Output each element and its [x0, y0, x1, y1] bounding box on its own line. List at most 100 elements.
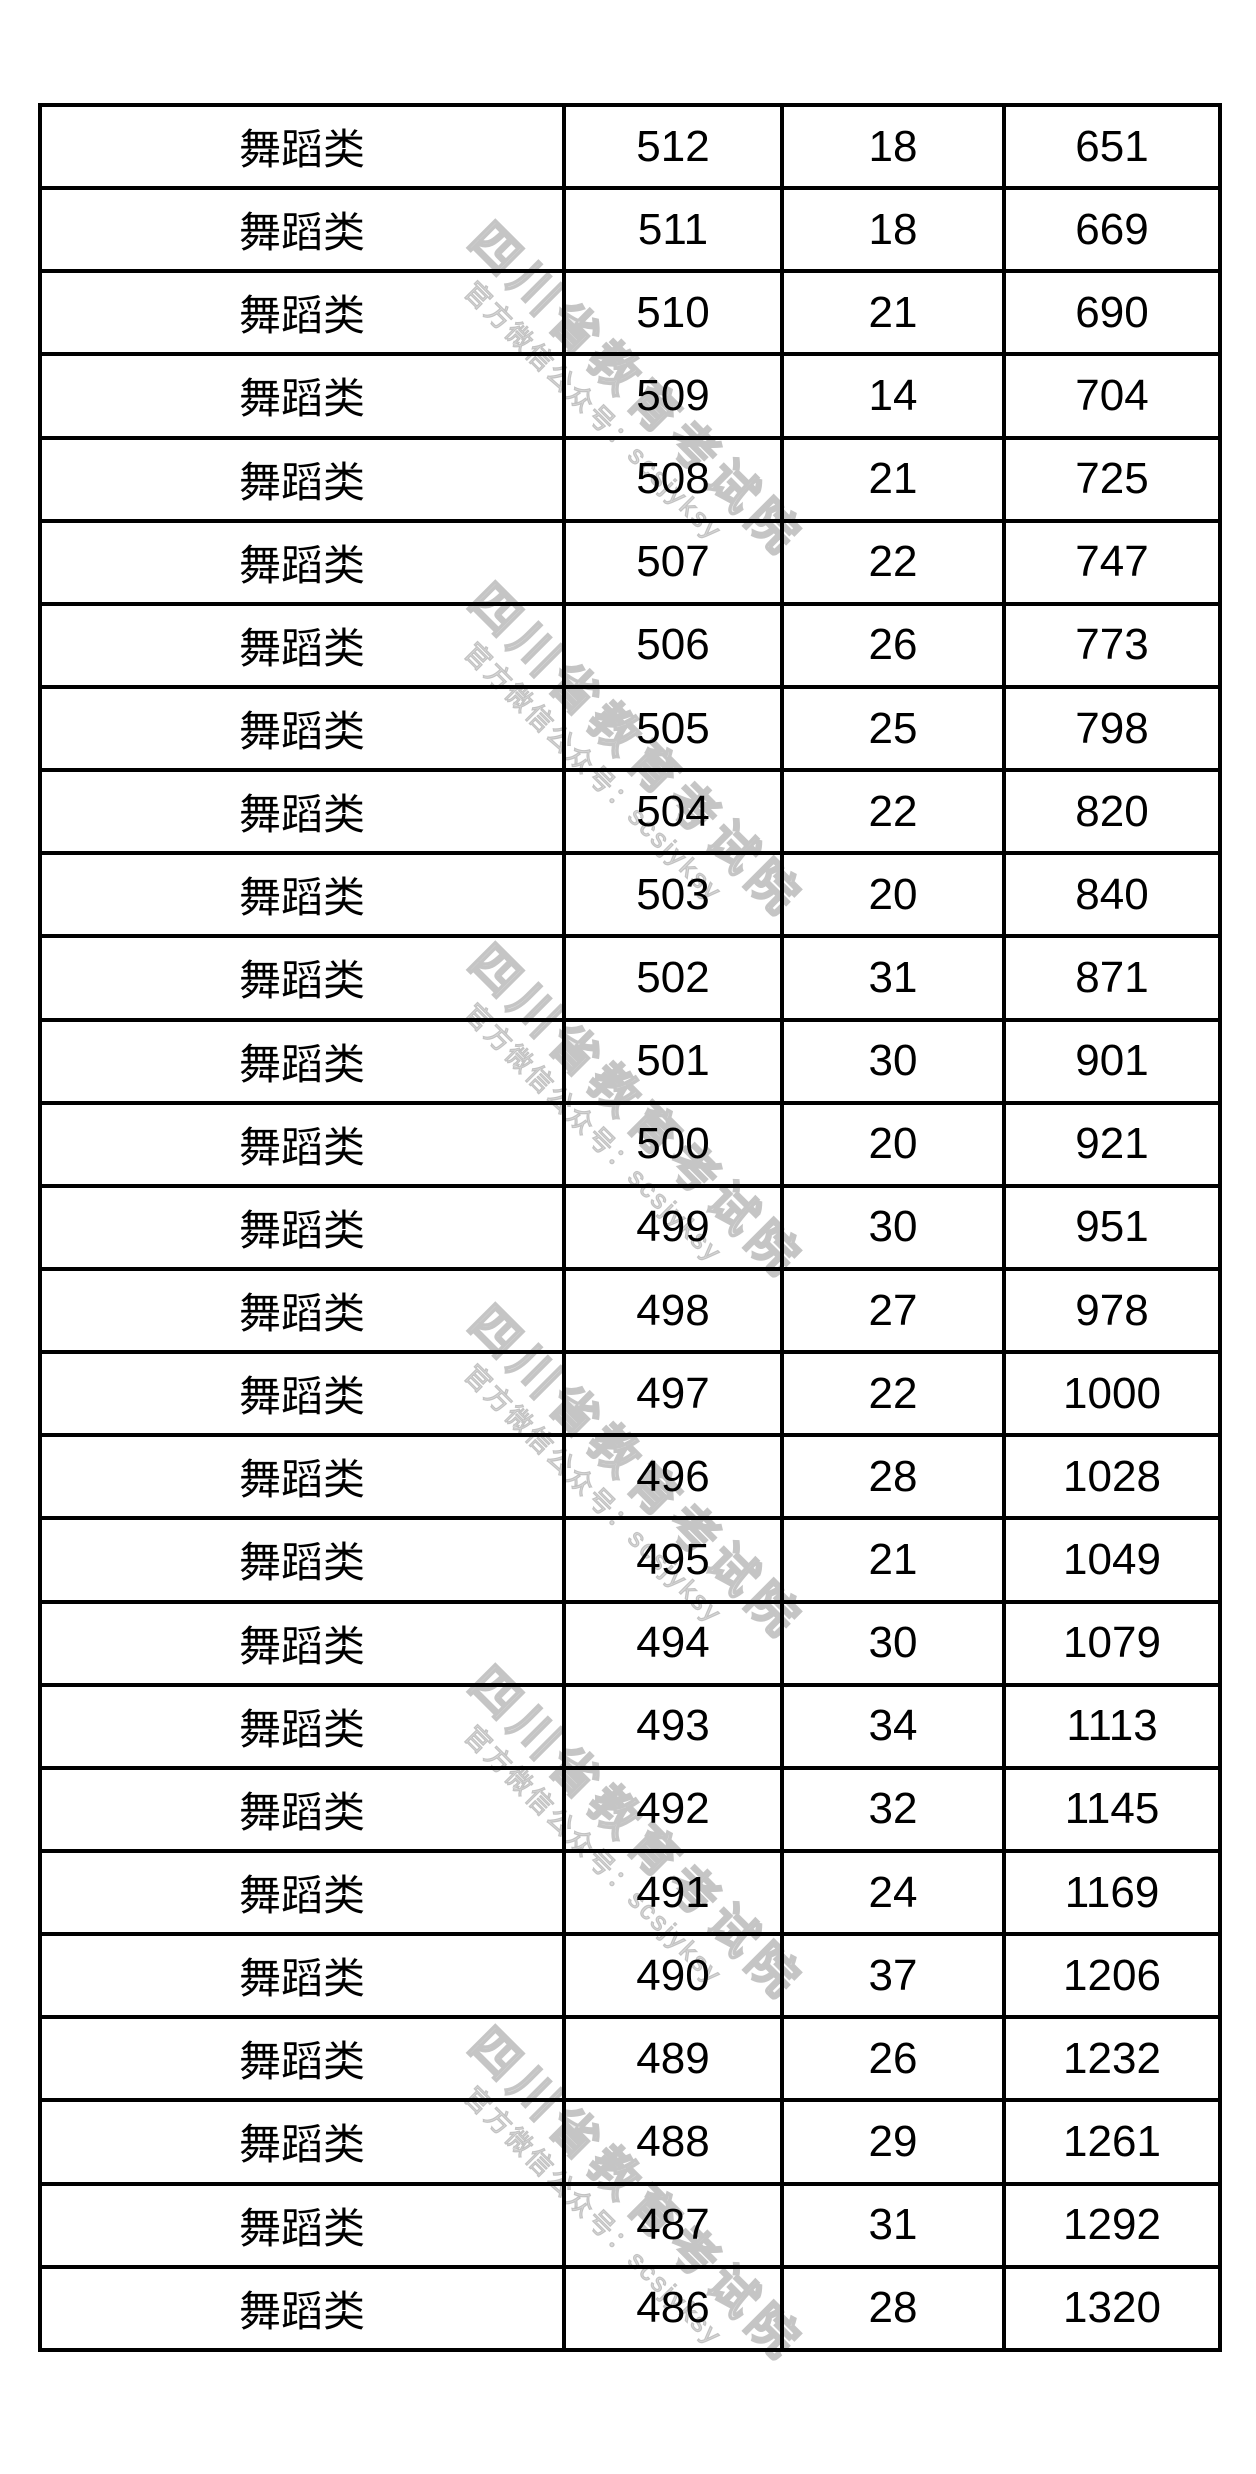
table-row: 舞蹈类 507 22 747	[38, 518, 1222, 606]
score-cell: 491	[562, 1848, 784, 1937]
cumulative-cell: 704	[1002, 352, 1222, 440]
score-cell: 510	[562, 269, 784, 357]
table-row: 舞蹈类 511 18 669	[38, 186, 1222, 274]
table-row: 舞蹈类 488 29 1261	[38, 2098, 1222, 2186]
category-cell: 舞蹈类	[38, 851, 566, 939]
category-cell: 舞蹈类	[38, 1350, 566, 1438]
cumulative-cell: 1145	[1002, 1765, 1222, 1853]
count-cell: 21	[780, 269, 1006, 357]
table-row: 舞蹈类 500 20 921	[38, 1100, 1222, 1188]
cumulative-cell: 1292	[1002, 2181, 1222, 2269]
score-cell: 499	[562, 1183, 784, 1271]
table-row: 舞蹈类 496 28 1028	[38, 1433, 1222, 1521]
category-cell: 舞蹈类	[38, 2264, 566, 2353]
category-cell: 舞蹈类	[38, 934, 566, 1022]
table-row: 舞蹈类 509 14 704	[38, 352, 1222, 440]
count-cell: 18	[780, 186, 1006, 274]
category-cell: 舞蹈类	[38, 2015, 566, 2103]
category-cell: 舞蹈类	[38, 1765, 566, 1853]
cumulative-cell: 1028	[1002, 1433, 1222, 1521]
category-cell: 舞蹈类	[38, 601, 566, 689]
count-cell: 27	[780, 1266, 1006, 1355]
score-cell: 512	[562, 102, 784, 191]
cumulative-cell: 798	[1002, 684, 1222, 773]
cumulative-cell: 747	[1002, 518, 1222, 606]
category-cell: 舞蹈类	[38, 2181, 566, 2269]
score-cell: 506	[562, 601, 784, 689]
cumulative-cell: 669	[1002, 186, 1222, 274]
score-cell: 505	[562, 684, 784, 773]
category-cell: 舞蹈类	[38, 1266, 566, 1355]
table-row: 舞蹈类 510 21 690	[38, 269, 1222, 357]
category-cell: 舞蹈类	[38, 1599, 566, 1687]
cumulative-cell: 951	[1002, 1183, 1222, 1271]
cumulative-cell: 1261	[1002, 2098, 1222, 2186]
table-row: 舞蹈类 504 22 820	[38, 768, 1222, 856]
cumulative-cell: 651	[1002, 102, 1222, 191]
table-row: 舞蹈类 497 22 1000	[38, 1350, 1222, 1438]
score-cell: 502	[562, 934, 784, 1022]
category-cell: 舞蹈类	[38, 768, 566, 856]
category-cell: 舞蹈类	[38, 1848, 566, 1937]
count-cell: 20	[780, 851, 1006, 939]
category-cell: 舞蹈类	[38, 102, 566, 191]
cumulative-cell: 820	[1002, 768, 1222, 856]
table-row: 舞蹈类 490 37 1206	[38, 1932, 1222, 2020]
table-row: 舞蹈类 487 31 1292	[38, 2181, 1222, 2269]
count-cell: 28	[780, 1433, 1006, 1521]
table-row: 舞蹈类 489 26 1232	[38, 2015, 1222, 2103]
count-cell: 30	[780, 1017, 1006, 1105]
cumulative-cell: 773	[1002, 601, 1222, 689]
category-cell: 舞蹈类	[38, 1682, 566, 1770]
category-cell: 舞蹈类	[38, 684, 566, 773]
category-cell: 舞蹈类	[38, 269, 566, 357]
count-cell: 31	[780, 2181, 1006, 2269]
category-cell: 舞蹈类	[38, 2098, 566, 2186]
score-cell: 496	[562, 1433, 784, 1521]
cumulative-cell: 1206	[1002, 1932, 1222, 2020]
count-cell: 20	[780, 1100, 1006, 1188]
cumulative-cell: 921	[1002, 1100, 1222, 1188]
count-cell: 24	[780, 1848, 1006, 1937]
score-cell: 503	[562, 851, 784, 939]
cumulative-cell: 1320	[1002, 2264, 1222, 2353]
category-cell: 舞蹈类	[38, 1932, 566, 2020]
category-cell: 舞蹈类	[38, 518, 566, 606]
count-cell: 34	[780, 1682, 1006, 1770]
count-cell: 30	[780, 1183, 1006, 1271]
count-cell: 30	[780, 1599, 1006, 1687]
table-row: 舞蹈类 508 21 725	[38, 435, 1222, 523]
score-cell: 497	[562, 1350, 784, 1438]
count-cell: 22	[780, 518, 1006, 606]
table-row: 舞蹈类 486 28 1320	[38, 2264, 1222, 2353]
table-row: 舞蹈类 506 26 773	[38, 601, 1222, 689]
table-row: 舞蹈类 505 25 798	[38, 684, 1222, 773]
table-row: 舞蹈类 494 30 1079	[38, 1599, 1222, 1687]
count-cell: 25	[780, 684, 1006, 773]
score-cell: 486	[562, 2264, 784, 2353]
count-cell: 28	[780, 2264, 1006, 2353]
cumulative-cell: 871	[1002, 934, 1222, 1022]
cumulative-cell: 1049	[1002, 1516, 1222, 1604]
count-cell: 26	[780, 601, 1006, 689]
table-row: 舞蹈类 495 21 1049	[38, 1516, 1222, 1604]
count-cell: 21	[780, 435, 1006, 523]
score-cell: 488	[562, 2098, 784, 2186]
category-cell: 舞蹈类	[38, 1100, 566, 1188]
score-cell: 500	[562, 1100, 784, 1188]
count-cell: 22	[780, 768, 1006, 856]
cumulative-cell: 978	[1002, 1266, 1222, 1355]
score-cell: 490	[562, 1932, 784, 2020]
table-row: 舞蹈类 498 27 978	[38, 1266, 1222, 1355]
score-cell: 494	[562, 1599, 784, 1687]
count-cell: 32	[780, 1765, 1006, 1853]
cumulative-cell: 690	[1002, 269, 1222, 357]
category-cell: 舞蹈类	[38, 435, 566, 523]
cumulative-cell: 1169	[1002, 1848, 1222, 1937]
count-cell: 26	[780, 2015, 1006, 2103]
count-cell: 18	[780, 102, 1006, 191]
count-cell: 14	[780, 352, 1006, 440]
table-row: 舞蹈类 492 32 1145	[38, 1765, 1222, 1853]
cumulative-cell: 901	[1002, 1017, 1222, 1105]
count-cell: 22	[780, 1350, 1006, 1438]
